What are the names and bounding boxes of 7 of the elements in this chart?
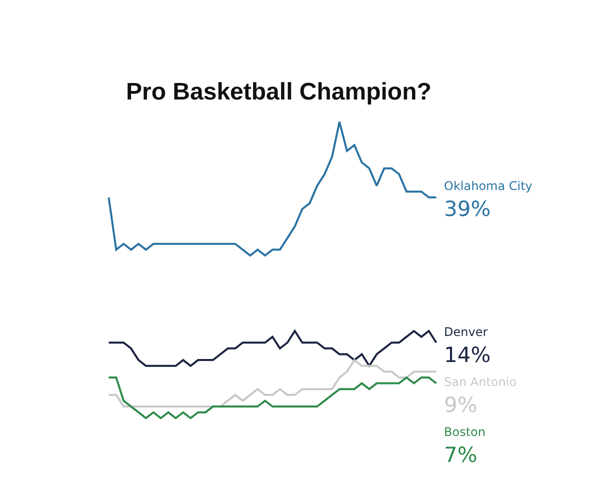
data-label: 14%	[444, 343, 491, 367]
text: Boston	[444, 425, 486, 439]
data-label: 39%	[444, 197, 491, 221]
series-label: Oklahoma City	[444, 179, 532, 193]
chart-title: Pro Basketball Champion?	[126, 78, 432, 106]
series-label: Denver	[444, 325, 488, 339]
data-label: 7%	[444, 443, 478, 467]
